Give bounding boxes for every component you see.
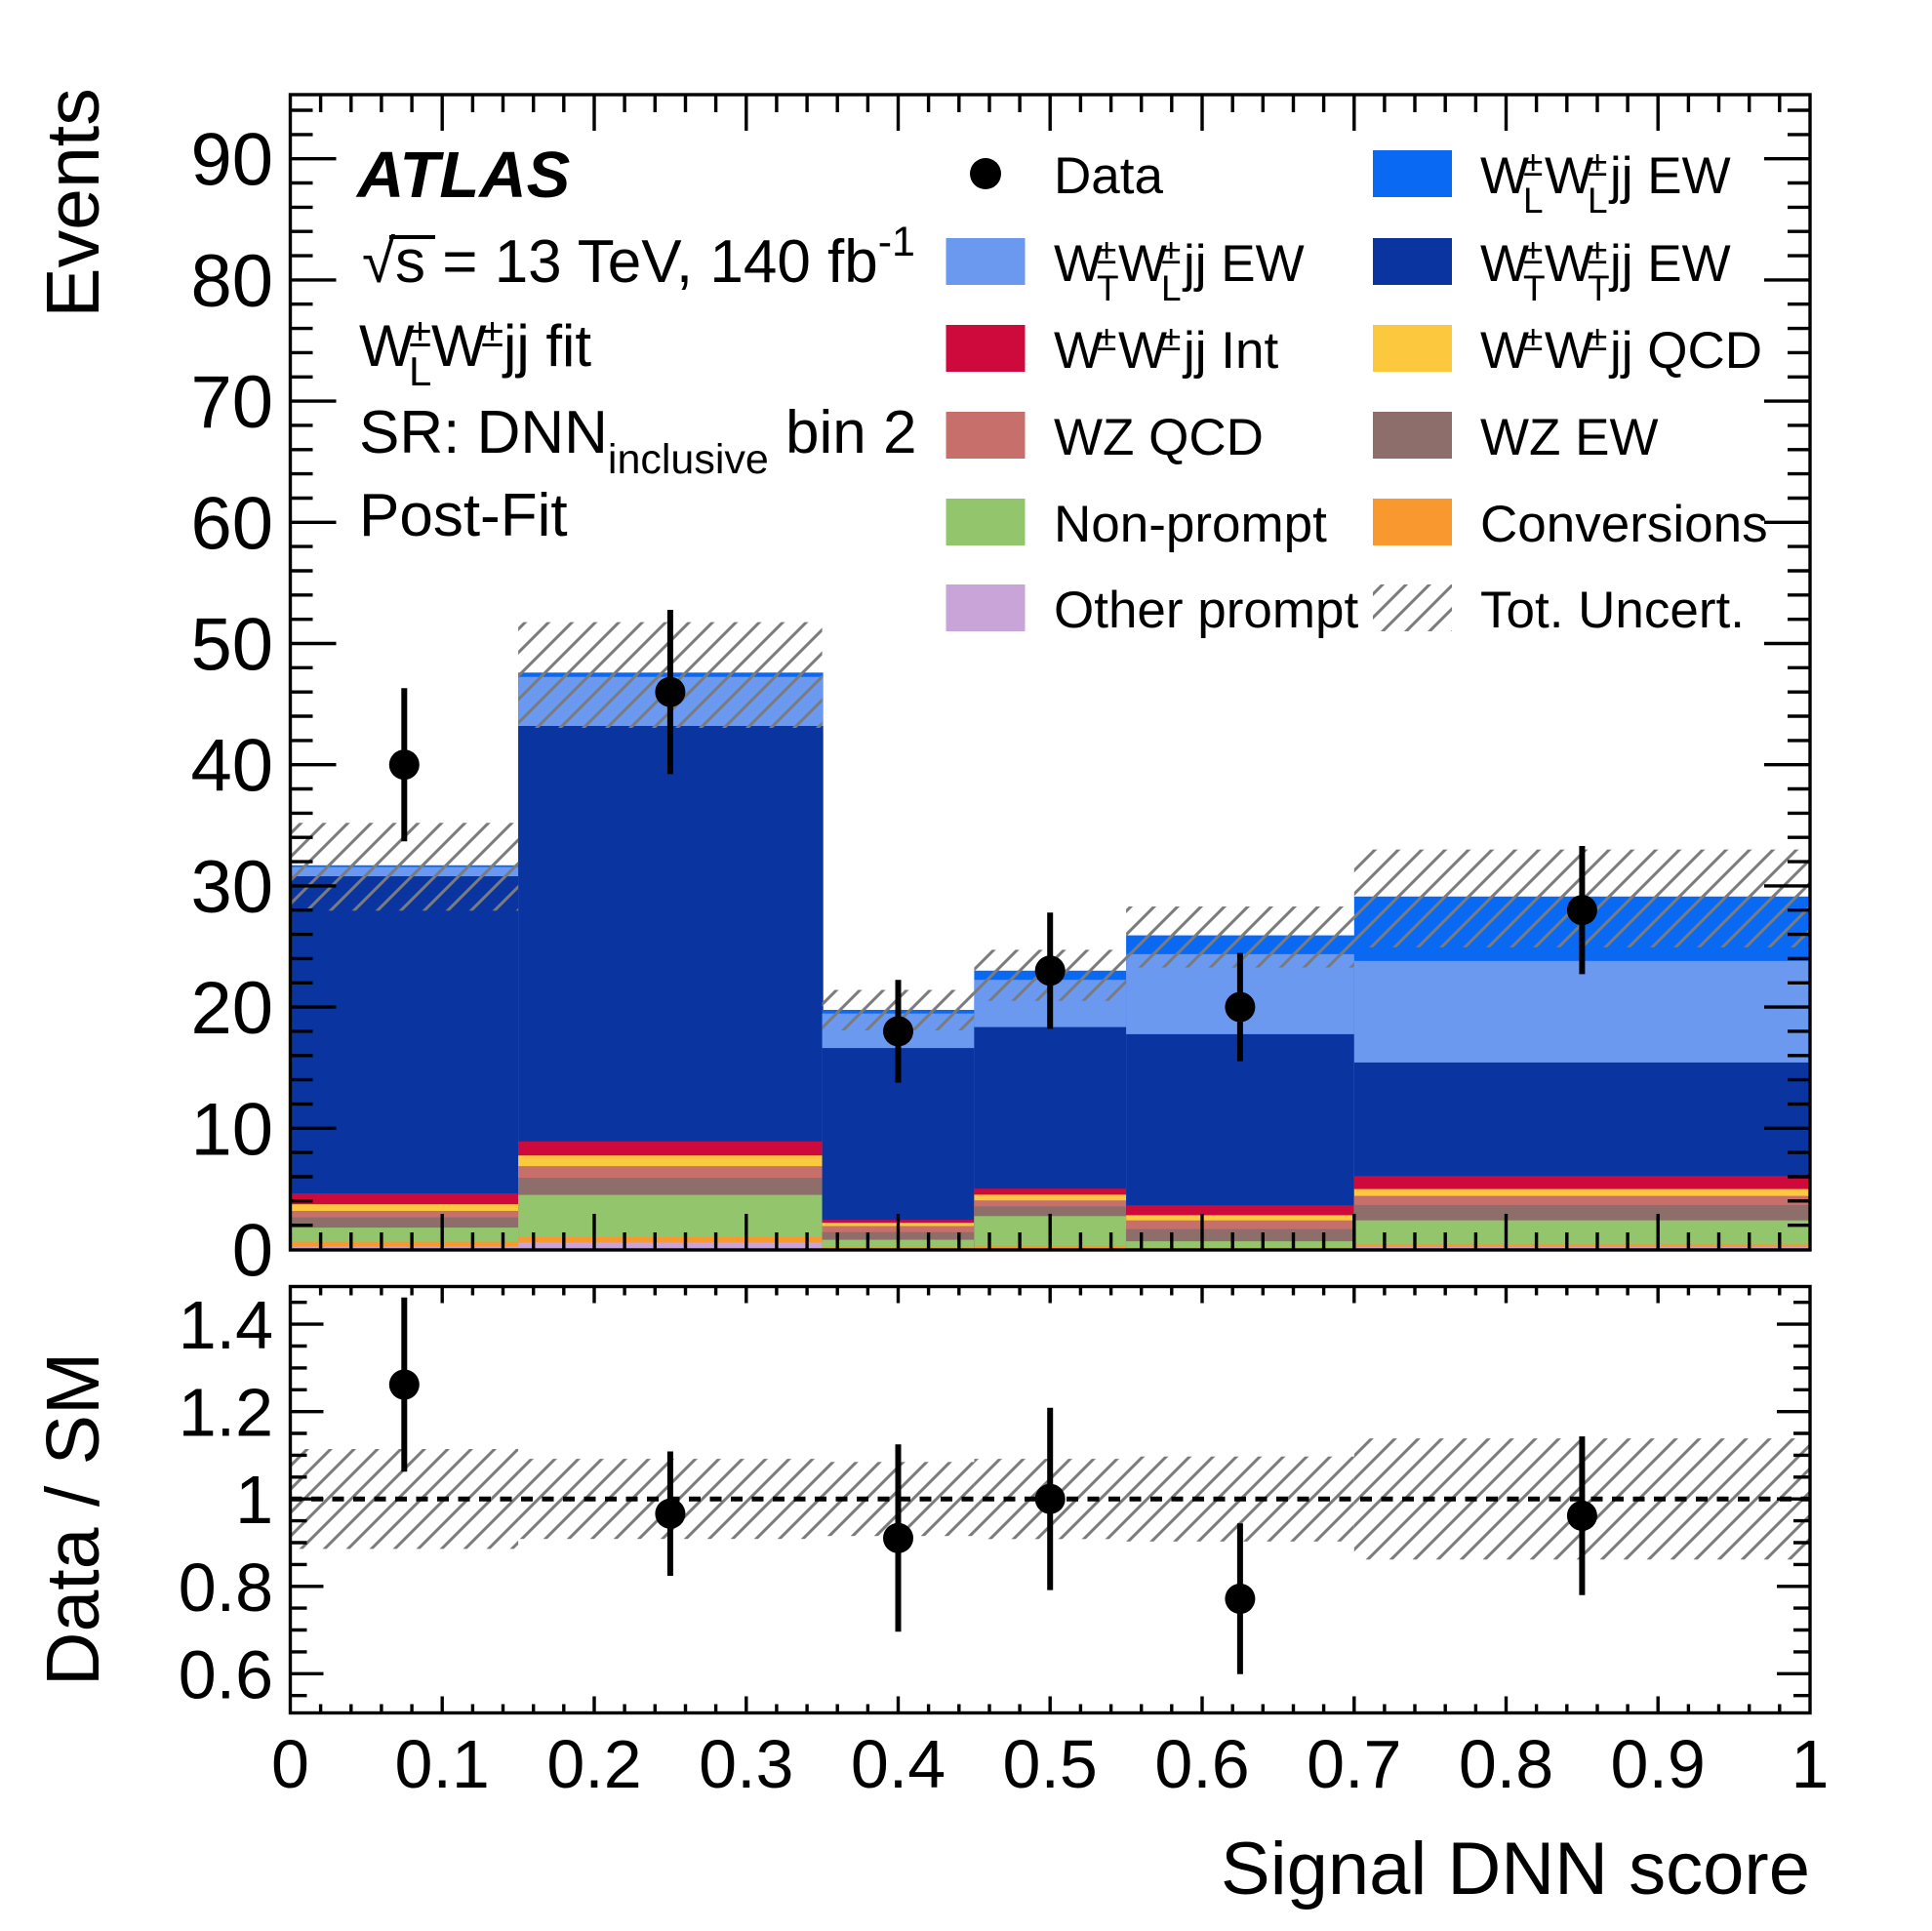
svg-text:WZ QCD: WZ QCD (1054, 409, 1264, 466)
svg-text:Tot. Uncert.: Tot. Uncert. (1480, 582, 1745, 639)
svg-text:0: 0 (232, 1210, 273, 1293)
svg-text:80: 80 (190, 240, 273, 323)
svg-text:Non-prompt: Non-prompt (1054, 496, 1327, 553)
svg-text:Conversions: Conversions (1480, 496, 1768, 553)
svg-text:20: 20 (190, 967, 273, 1050)
svg-text:0.6: 0.6 (1154, 1726, 1249, 1802)
svg-text:40: 40 (190, 725, 273, 808)
svg-text:1: 1 (1791, 1726, 1830, 1802)
svg-text:0.4: 0.4 (851, 1726, 946, 1802)
svg-text:Data / SM: Data / SM (31, 1352, 115, 1686)
svg-text:WZ EW: WZ EW (1480, 409, 1659, 466)
svg-text:0.3: 0.3 (699, 1726, 793, 1802)
svg-text:0.8: 0.8 (179, 1549, 273, 1626)
svg-text:Other prompt: Other prompt (1054, 582, 1359, 639)
svg-text:50: 50 (190, 604, 273, 687)
svg-text:√s = 13 TeV, 140 fb-1: √s = 13 TeV, 140 fb-1 (362, 219, 915, 296)
svg-text:0.9: 0.9 (1611, 1726, 1706, 1802)
svg-text:ATLAS: ATLAS (355, 139, 570, 212)
svg-text:0.1: 0.1 (395, 1726, 490, 1802)
svg-text:0.5: 0.5 (1003, 1726, 1098, 1802)
svg-text:W±W±jj QCD: W±W±jj QCD (1480, 318, 1762, 380)
svg-text:Post-Fit: Post-Fit (359, 482, 568, 549)
svg-text:0.7: 0.7 (1307, 1726, 1401, 1802)
svg-text:1.2: 1.2 (179, 1375, 273, 1451)
svg-text:W±W±jj Int: W±W±jj Int (1054, 318, 1278, 380)
svg-text:70: 70 (190, 361, 273, 444)
svg-text:SR: DNNinclusive bin 2: SR: DNNinclusive bin 2 (359, 399, 916, 483)
svg-text:30: 30 (190, 846, 273, 929)
svg-text:0.2: 0.2 (546, 1726, 641, 1802)
svg-text:90: 90 (190, 119, 273, 202)
svg-text:10: 10 (190, 1088, 273, 1171)
svg-text:60: 60 (190, 482, 273, 565)
svg-text:0.8: 0.8 (1459, 1726, 1553, 1802)
svg-text:Signal DNN score: Signal DNN score (1221, 1828, 1810, 1911)
svg-text:1: 1 (235, 1462, 273, 1538)
svg-text:1.4: 1.4 (179, 1287, 273, 1363)
svg-text:Data: Data (1054, 147, 1163, 205)
svg-text:Events: Events (31, 88, 115, 317)
svg-text:0: 0 (271, 1726, 309, 1802)
svg-text:0.6: 0.6 (179, 1636, 273, 1712)
